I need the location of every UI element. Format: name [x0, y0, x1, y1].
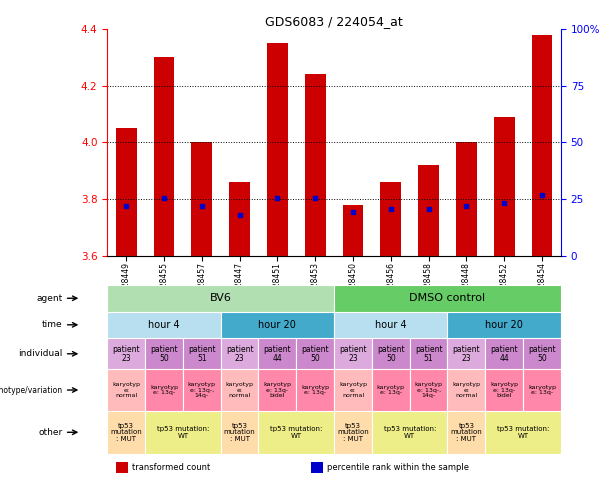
Bar [229, 182, 250, 256]
Bar [107, 411, 145, 454]
Bar [343, 205, 364, 256]
Text: karyotyp
e:
normal: karyotyp e: normal [452, 383, 481, 398]
Bar [334, 285, 561, 312]
Text: hour 4: hour 4 [148, 320, 180, 330]
Bar [523, 338, 561, 369]
Bar [447, 312, 561, 338]
Text: patient
50: patient 50 [302, 345, 329, 363]
Text: patient
44: patient 44 [264, 345, 291, 363]
Text: karyotyp
e: 13q-,
14q-: karyotyp e: 13q-, 14q- [188, 383, 216, 398]
Bar [447, 369, 485, 411]
Bar [259, 411, 334, 454]
Text: patient
44: patient 44 [490, 345, 518, 363]
Text: patient
23: patient 23 [226, 345, 253, 363]
Bar [311, 462, 323, 472]
Text: tp53 mutation:
WT: tp53 mutation: WT [157, 426, 209, 439]
Bar [334, 369, 372, 411]
Bar [107, 338, 145, 369]
Bar [145, 411, 221, 454]
Text: individual: individual [18, 349, 63, 358]
Text: karyotyp
e:
normal: karyotyp e: normal [112, 383, 140, 398]
Text: agent: agent [37, 294, 63, 303]
Bar [221, 369, 259, 411]
Text: karyotyp
e: 13q-
bidel: karyotyp e: 13q- bidel [264, 383, 291, 398]
Text: patient
50: patient 50 [528, 345, 556, 363]
Bar [183, 369, 221, 411]
Text: karyotyp
e: 13q-: karyotyp e: 13q- [301, 385, 329, 395]
Text: tp53 mutation:
WT: tp53 mutation: WT [384, 426, 436, 439]
Text: percentile rank within the sample: percentile rank within the sample [327, 463, 470, 472]
Bar [485, 338, 523, 369]
Text: karyotyp
e: 13q-: karyotyp e: 13q- [377, 385, 405, 395]
Bar [296, 338, 334, 369]
Bar [494, 117, 514, 256]
Text: tp53 mutation:
WT: tp53 mutation: WT [497, 426, 549, 439]
Bar [485, 369, 523, 411]
Text: patient
50: patient 50 [150, 345, 178, 363]
Bar [116, 128, 137, 256]
Text: hour 4: hour 4 [375, 320, 406, 330]
Text: tp53
mutation
: MUT: tp53 mutation : MUT [110, 423, 142, 442]
Bar [334, 338, 372, 369]
Bar [221, 338, 259, 369]
Bar [259, 338, 296, 369]
Bar [418, 165, 439, 256]
Bar [107, 369, 145, 411]
Bar [409, 338, 447, 369]
Text: time: time [42, 320, 63, 329]
Text: tp53
mutation
: MUT: tp53 mutation : MUT [224, 423, 256, 442]
Text: DMSO control: DMSO control [409, 293, 485, 303]
Bar [221, 312, 334, 338]
Bar [485, 411, 561, 454]
Bar [372, 369, 409, 411]
Text: tp53 mutation:
WT: tp53 mutation: WT [270, 426, 322, 439]
Text: patient
51: patient 51 [415, 345, 443, 363]
Bar [145, 338, 183, 369]
Bar [447, 411, 485, 454]
Text: patient
51: patient 51 [188, 345, 216, 363]
Text: patient
23: patient 23 [452, 345, 480, 363]
Text: karyotyp
e:
normal: karyotyp e: normal [339, 383, 367, 398]
Bar [409, 369, 447, 411]
Bar [372, 338, 409, 369]
Bar [456, 142, 477, 256]
Bar [107, 312, 221, 338]
Bar [116, 462, 128, 472]
Text: karyotyp
e: 13q-,
14q-: karyotyp e: 13q-, 14q- [414, 383, 443, 398]
Bar [531, 35, 552, 256]
Title: GDS6083 / 224054_at: GDS6083 / 224054_at [265, 15, 403, 28]
Text: karyotyp
e: 13q-: karyotyp e: 13q- [528, 385, 556, 395]
Text: patient
23: patient 23 [339, 345, 367, 363]
Text: other: other [39, 428, 63, 437]
Text: tp53
mutation
: MUT: tp53 mutation : MUT [451, 423, 482, 442]
Bar [154, 57, 174, 256]
Text: hour 20: hour 20 [485, 320, 523, 330]
Bar [107, 285, 334, 312]
Bar [145, 369, 183, 411]
Bar [447, 338, 485, 369]
Bar [372, 411, 447, 454]
Bar [381, 182, 401, 256]
Text: transformed count: transformed count [132, 463, 210, 472]
Bar [267, 43, 287, 256]
Bar [305, 74, 326, 256]
Bar [259, 369, 296, 411]
Bar [191, 142, 212, 256]
Bar [334, 411, 372, 454]
Bar [296, 369, 334, 411]
Bar [523, 369, 561, 411]
Text: karyotyp
e:
normal: karyotyp e: normal [226, 383, 254, 398]
Bar [334, 312, 447, 338]
Text: BV6: BV6 [210, 293, 232, 303]
Text: patient
23: patient 23 [112, 345, 140, 363]
Text: tp53
mutation
: MUT: tp53 mutation : MUT [337, 423, 369, 442]
Text: patient
50: patient 50 [377, 345, 405, 363]
Text: karyotyp
e: 13q-: karyotyp e: 13q- [150, 385, 178, 395]
Text: karyotyp
e: 13q-
bidel: karyotyp e: 13q- bidel [490, 383, 518, 398]
Text: genotype/variation: genotype/variation [0, 385, 63, 395]
Bar [183, 338, 221, 369]
Text: hour 20: hour 20 [259, 320, 296, 330]
Bar [221, 411, 259, 454]
